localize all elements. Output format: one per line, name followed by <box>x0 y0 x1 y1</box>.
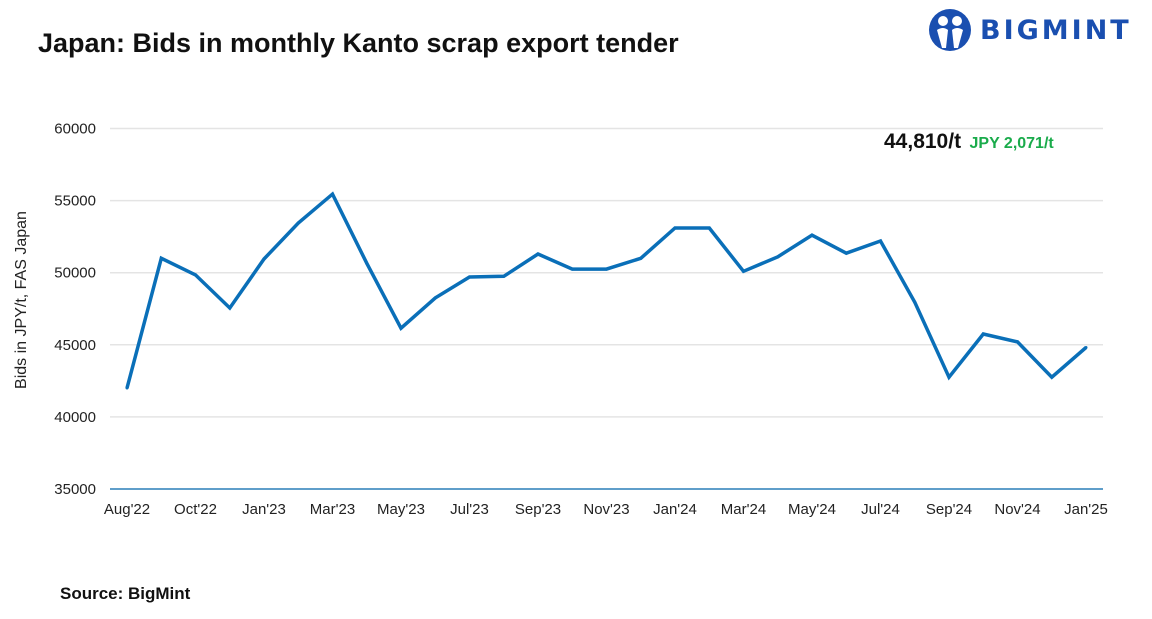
series-line-bids <box>125 191 1088 389</box>
data-point <box>468 275 471 279</box>
bigmint-logo: BIGMINT <box>928 8 1132 52</box>
y-tick-label: 40000 <box>54 409 96 426</box>
y-tick-label: 35000 <box>54 481 96 498</box>
x-tick-label: Nov'23 <box>583 501 629 518</box>
x-tick-label: Mar'24 <box>721 501 766 518</box>
data-point <box>331 192 334 196</box>
chart-title: Japan: Bids in monthly Kanto scrap expor… <box>38 28 679 58</box>
data-point <box>262 257 266 261</box>
data-point <box>228 306 232 310</box>
data-point <box>1016 340 1019 344</box>
data-point <box>125 386 129 390</box>
x-tick-label: Oct'22 <box>174 501 217 518</box>
data-point <box>810 233 814 237</box>
y-tick-label: 60000 <box>54 121 96 138</box>
x-tick-label: Sep'23 <box>515 501 561 518</box>
data-point <box>776 255 780 259</box>
data-point <box>844 251 848 255</box>
data-point <box>399 326 403 330</box>
data-point <box>981 332 985 336</box>
x-tick-label: Jan'24 <box>653 501 697 518</box>
x-tick-label: Mar'23 <box>310 501 355 518</box>
data-point <box>433 296 437 300</box>
y-tick-label: 50000 <box>54 265 96 282</box>
x-tick-label: May'23 <box>377 501 425 518</box>
data-point <box>536 252 540 256</box>
data-point <box>1050 375 1054 379</box>
data-point <box>673 226 677 230</box>
data-point <box>570 267 574 271</box>
data-point <box>742 269 745 273</box>
x-tick-label: Jul'24 <box>861 501 900 518</box>
data-point <box>502 274 506 278</box>
x-tick-label: Jan'25 <box>1064 501 1108 518</box>
x-tick-label: May'24 <box>788 501 836 518</box>
change-value: JPY 2,071/t <box>969 135 1054 152</box>
x-tick-label: Jul'23 <box>450 501 489 518</box>
source-note: Source: BigMint <box>60 584 191 603</box>
x-tick-label: Nov'24 <box>994 501 1040 518</box>
data-points <box>125 192 1088 390</box>
data-point <box>707 226 711 230</box>
data-point <box>639 256 643 260</box>
data-point <box>879 239 882 243</box>
data-point <box>296 221 300 225</box>
x-tick-label: Jan'23 <box>242 501 286 518</box>
data-point <box>159 256 163 260</box>
y-tick-label: 55000 <box>54 193 96 210</box>
data-point <box>365 261 369 265</box>
data-point <box>913 300 917 304</box>
data-point <box>194 273 197 277</box>
y-axis-label: Bids in JPY/t, FAS Japan <box>13 211 30 389</box>
logo-people-icon <box>929 9 971 51</box>
y-tick-label: 45000 <box>54 337 96 354</box>
data-point <box>947 375 951 379</box>
data-point <box>605 267 608 271</box>
x-tick-label: Aug'22 <box>104 501 150 518</box>
latest-value-annotation: 44,810/t JPY 2,071/t <box>884 130 1054 154</box>
data-point <box>1084 346 1088 350</box>
brand-name: BIGMINT <box>980 14 1132 46</box>
latest-value: 44,810/t <box>884 130 962 153</box>
x-tick-label: Sep'24 <box>926 501 972 518</box>
